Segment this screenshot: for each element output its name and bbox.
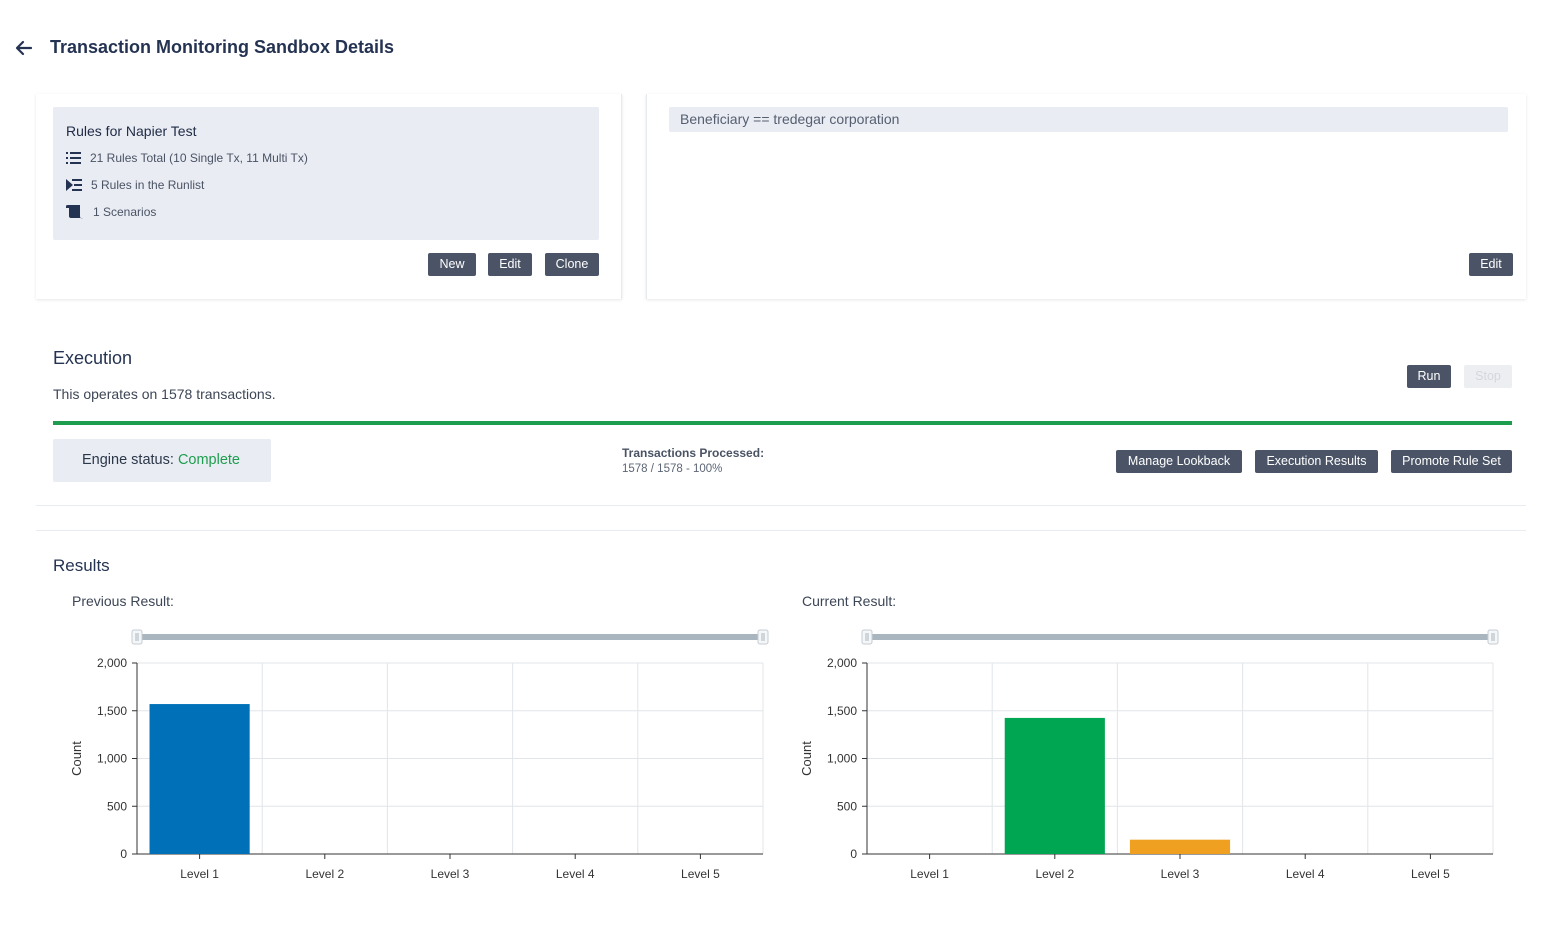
filter-card: Beneficiary == tredegar corporation Edit [646, 94, 1526, 299]
engine-status-value: Complete [177, 452, 240, 468]
x-tick-label: Level 4 [1286, 867, 1325, 881]
clone-rules-button[interactable]: Clone [545, 253, 599, 276]
back-arrow-icon[interactable] [14, 38, 34, 58]
progress-fill [53, 421, 1512, 425]
edit-rules-button[interactable]: Edit [488, 253, 532, 276]
execution-progress-bar [53, 421, 1512, 425]
rules-total-line: 21 Rules Total (10 Single Tx, 11 Multi T… [66, 151, 308, 165]
range-slider[interactable] [131, 629, 769, 645]
x-tick-label: Level 1 [180, 867, 219, 881]
transactions-processed-label: Transactions Processed: [622, 446, 765, 460]
stop-button[interactable]: Stop [1464, 365, 1512, 388]
y-tick-label: 1,000 [97, 752, 127, 766]
run-button[interactable]: Run [1407, 365, 1451, 388]
rules-runlist-text: 5 Rules in the Runlist [91, 178, 205, 192]
rules-runlist-line: 5 Rules in the Runlist [66, 178, 204, 192]
previous-result-chart: 0 500 1,000 1,500 2,000 Level 1 Level 2 Level 3… [69, 629, 769, 881]
range-handle-left[interactable] [861, 629, 873, 645]
rules-summary-box: Rules for Napier Test 21 Rules Total (10… [53, 107, 599, 240]
results-title: Results [53, 556, 110, 575]
list-icon [66, 152, 81, 164]
x-tick-label: Level 5 [1411, 867, 1450, 881]
y-axis-label: Count [69, 741, 84, 776]
x-tick-label: Level 1 [910, 867, 949, 881]
range-handle-right[interactable] [757, 629, 769, 645]
x-tick-label: Level 2 [1035, 867, 1074, 881]
y-tick-label: 0 [120, 847, 127, 861]
manage-lookback-button[interactable]: Manage Lookback [1116, 450, 1242, 473]
rules-scenarios-line: 1 Scenarios [66, 205, 156, 219]
current-result-chart: 0 500 1,000 1,500 2,000 Level 1 Level 2 Level 3… [799, 629, 1499, 881]
x-tick-label: Level 3 [1161, 867, 1200, 881]
y-tick-label: 500 [107, 799, 127, 813]
rules-scenarios-text: 1 Scenarios [93, 205, 157, 219]
runlist-flag-icon [66, 179, 82, 191]
y-tick-label: 1,500 [97, 704, 127, 718]
transactions-processed-value: 1578 / 1578 - 100% [622, 463, 723, 475]
range-handle-left[interactable] [131, 629, 143, 645]
y-tick-label: 1,500 [827, 704, 857, 718]
rules-card: Rules for Napier Test 21 Rules Total (10… [36, 94, 622, 299]
y-tick-label: 2,000 [97, 656, 127, 670]
x-tick-label: Level 3 [431, 867, 470, 881]
execution-section: Execution This operates on 1578 transact… [36, 340, 1526, 506]
y-tick-label: 1,000 [827, 752, 857, 766]
bar-level-1[interactable] [149, 704, 250, 854]
y-axis-label: Count [799, 741, 814, 776]
bar-level-2[interactable] [1004, 717, 1105, 854]
current-result-label: Current Result: [802, 593, 897, 609]
y-tick-label: 2,000 [827, 656, 857, 670]
previous-result-label: Previous Result: [72, 593, 174, 609]
filter-expression: Beneficiary == tredegar corporation [669, 107, 1508, 132]
edit-filter-button[interactable]: Edit [1469, 253, 1513, 276]
execution-heading: Execution [53, 348, 133, 368]
engine-status-label: Engine status: [82, 452, 174, 468]
new-rule-button[interactable]: New [428, 253, 476, 276]
page-title: Transaction Monitoring Sandbox Details [50, 37, 395, 57]
x-tick-label: Level 5 [681, 867, 720, 881]
rules-total-text: 21 Rules Total (10 Single Tx, 11 Multi T… [90, 151, 308, 165]
bar-level-3[interactable] [1129, 839, 1231, 854]
range-handle-right[interactable] [1487, 629, 1499, 645]
rules-title: Rules for Napier Test [66, 123, 197, 139]
scroll-icon [66, 205, 83, 219]
range-slider-track[interactable] [867, 634, 1493, 640]
range-slider-track[interactable] [137, 634, 763, 640]
execution-results-button[interactable]: Execution Results [1255, 450, 1378, 473]
y-tick-label: 0 [850, 847, 857, 861]
x-tick-label: Level 4 [556, 867, 595, 881]
x-tick-label: Level 2 [305, 867, 344, 881]
range-slider[interactable] [861, 629, 1499, 645]
engine-status-box: Engine status: Complete [53, 439, 271, 482]
execution-description: This operates on 1578 transactions. [53, 386, 276, 402]
page-header: Transaction Monitoring Sandbox Details [0, 0, 1551, 94]
results-section: Results Previous Result: Current Result: [36, 530, 1526, 931]
promote-rule-set-button[interactable]: Promote Rule Set [1391, 450, 1512, 473]
y-tick-label: 500 [837, 799, 857, 813]
